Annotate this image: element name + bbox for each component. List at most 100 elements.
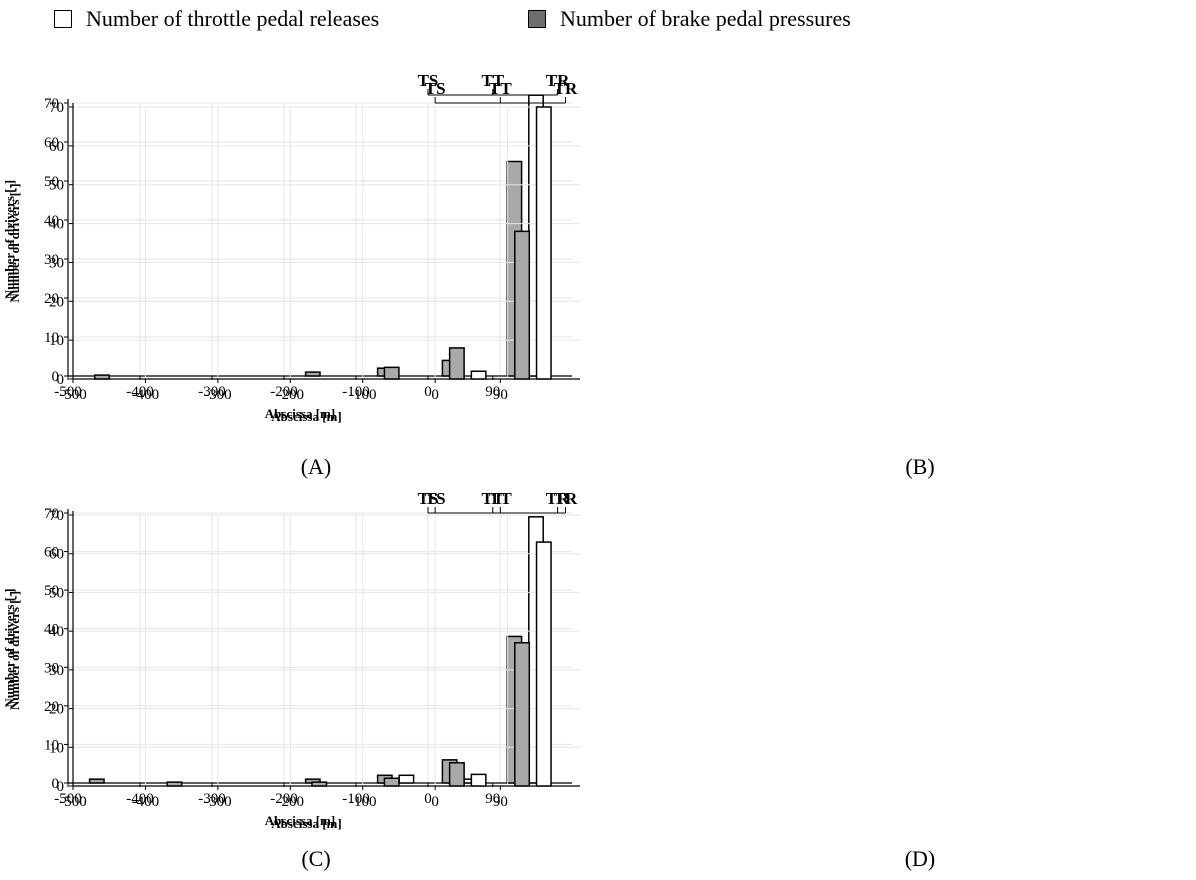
gridlines (73, 514, 580, 786)
y-axis-label: Number of drivers [-] (7, 591, 22, 710)
chart-b-svg: 0 10 20 30 40 50 60 70 -500 -400 -300 -200 -100 0 90 Ab… (7, 79, 580, 424)
chart-panel-a: 0 10 20 30 40 50 60 70 -500 -400 -300 -200 -100 0 90 Ab… (0, 60, 600, 440)
x-axis-label: Abscissa [m] (271, 816, 341, 831)
section-label-ts: TS (425, 489, 446, 508)
brake-bar (311, 781, 328, 787)
x-tick-label: -200 (270, 384, 298, 400)
brake-bar (383, 777, 400, 787)
section-label-ts: TS (425, 79, 446, 98)
y-tick-label: 50 (44, 174, 59, 190)
legend-label-brake: Number of brake pedal pressures (560, 6, 851, 31)
y-tick-label: 40 (49, 624, 64, 640)
x-tick-label: 90 (485, 384, 500, 400)
x-tick-label: -300 (198, 384, 226, 400)
y-tick-label: 30 (44, 252, 59, 268)
brake-bar (448, 347, 465, 380)
x-tick-label: -100 (342, 791, 370, 807)
x-axis-label: Abscissa [m] (265, 406, 335, 421)
brake-bar (514, 230, 531, 380)
section-label-ts: TS (418, 71, 439, 90)
y-tick-label: 0 (52, 776, 60, 792)
caption-c: (C) (301, 846, 331, 871)
x-tick-label: -100 (349, 387, 377, 403)
x-tick-label: -400 (132, 387, 160, 403)
y-tick-label: 20 (44, 291, 59, 307)
chart-a-svg: 0 10 20 30 40 50 60 70 -500 -400 -300 -200 -100 0 90 Ab… (2, 71, 572, 421)
section-label-tr: TR (546, 71, 570, 90)
x-tick-label: -400 (126, 791, 154, 807)
throttle-bar (470, 370, 487, 380)
y-tick-label: 20 (49, 702, 64, 718)
y-tick-label: 0 (57, 779, 65, 795)
y-tick-label: 70 (49, 100, 64, 116)
section-label-tr: TR (554, 489, 578, 508)
y-tick-label: 10 (49, 333, 64, 349)
y-axis-label: Number of drivers [-] (7, 183, 22, 302)
y-tick-label: 40 (44, 622, 59, 638)
throttle-swatch-icon (54, 10, 72, 28)
section-label-tt: TT (481, 489, 504, 508)
y-tick-label: 60 (44, 135, 59, 151)
x-tick-label: 0 (424, 384, 432, 400)
y-axis-label: Number of drivers [-] (2, 588, 17, 707)
y-tick-label: 50 (49, 178, 64, 194)
section-label-tr: TR (554, 79, 578, 98)
section-label-tt: TT (489, 489, 512, 508)
section-label-tt: TT (489, 79, 512, 98)
x-axis-label: Abscissa [m] (271, 409, 341, 424)
gridlines (73, 106, 580, 379)
y-tick-label: 50 (44, 583, 59, 599)
y-tick-label: 30 (49, 255, 64, 271)
brake-swatch-icon (528, 10, 546, 28)
x-tick-label: -100 (342, 384, 370, 400)
y-tick-label: 50 (49, 585, 64, 601)
x-tick-label: -300 (204, 794, 232, 810)
legend-label-throttle: Number of throttle pedal releases (86, 6, 380, 31)
y-tick-label: 70 (44, 96, 59, 112)
gridlines (68, 512, 572, 783)
y-tick-label: 60 (44, 545, 59, 561)
y-tick-label: 30 (44, 660, 59, 676)
y-tick-label: 20 (49, 294, 64, 310)
y-tick-label: 10 (49, 740, 64, 756)
gridlines (68, 102, 572, 376)
section-label-ts: TS (418, 489, 439, 508)
x-tick-label: -200 (277, 387, 305, 403)
x-tick-label: -100 (349, 794, 377, 810)
y-tick-label: 10 (44, 737, 59, 753)
y-tick-label: 0 (52, 369, 60, 385)
throttle-bar (470, 773, 487, 787)
brake-bar (88, 778, 105, 784)
x-tick-label: -500 (54, 384, 82, 400)
brake-bar (383, 366, 400, 380)
x-tick-label: -300 (198, 791, 226, 807)
legend-item-throttle: Number of throttle pedal releases (54, 6, 379, 32)
x-tick-label: 90 (493, 794, 508, 810)
x-axis-label: Abscissa [m] (265, 813, 335, 828)
chart-panel-c: 0 10 20 30 40 50 60 70 -500 -400 -300 -200 -100 0 90 Ab… (0, 470, 600, 850)
figure-legend: Number of throttle pedal releases Number… (0, 0, 1196, 40)
x-tick-label: 0 (431, 387, 439, 403)
section-label-tr: TR (546, 489, 570, 508)
y-tick-label: 30 (49, 663, 64, 679)
brake-bar (304, 371, 321, 377)
throttle-bar (535, 106, 552, 380)
x-tick-label: 90 (485, 791, 500, 807)
throttle-bar (535, 541, 552, 787)
legend-item-brake: Number of brake pedal pressures (528, 6, 851, 32)
brake-bar (514, 642, 531, 787)
x-tick-label: -300 (204, 387, 232, 403)
caption-d: (D) (904, 846, 936, 871)
x-tick-label: 0 (431, 794, 439, 810)
x-tick-label: -200 (270, 791, 298, 807)
brake-bar (166, 781, 183, 787)
x-tick-label: -500 (54, 791, 82, 807)
y-tick-label: 70 (49, 508, 64, 524)
y-tick-label: 60 (49, 547, 64, 563)
chart-panel-b: 0 10 20 30 40 50 60 70 -500 -400 -300 -200 -100 0 90 Ab… (7, 60, 1196, 440)
y-tick-label: 40 (44, 213, 59, 229)
x-tick-label: -500 (59, 794, 87, 810)
y-tick-label: 20 (44, 699, 59, 715)
section-label-tt: TT (481, 71, 504, 90)
x-tick-label: -500 (59, 387, 87, 403)
